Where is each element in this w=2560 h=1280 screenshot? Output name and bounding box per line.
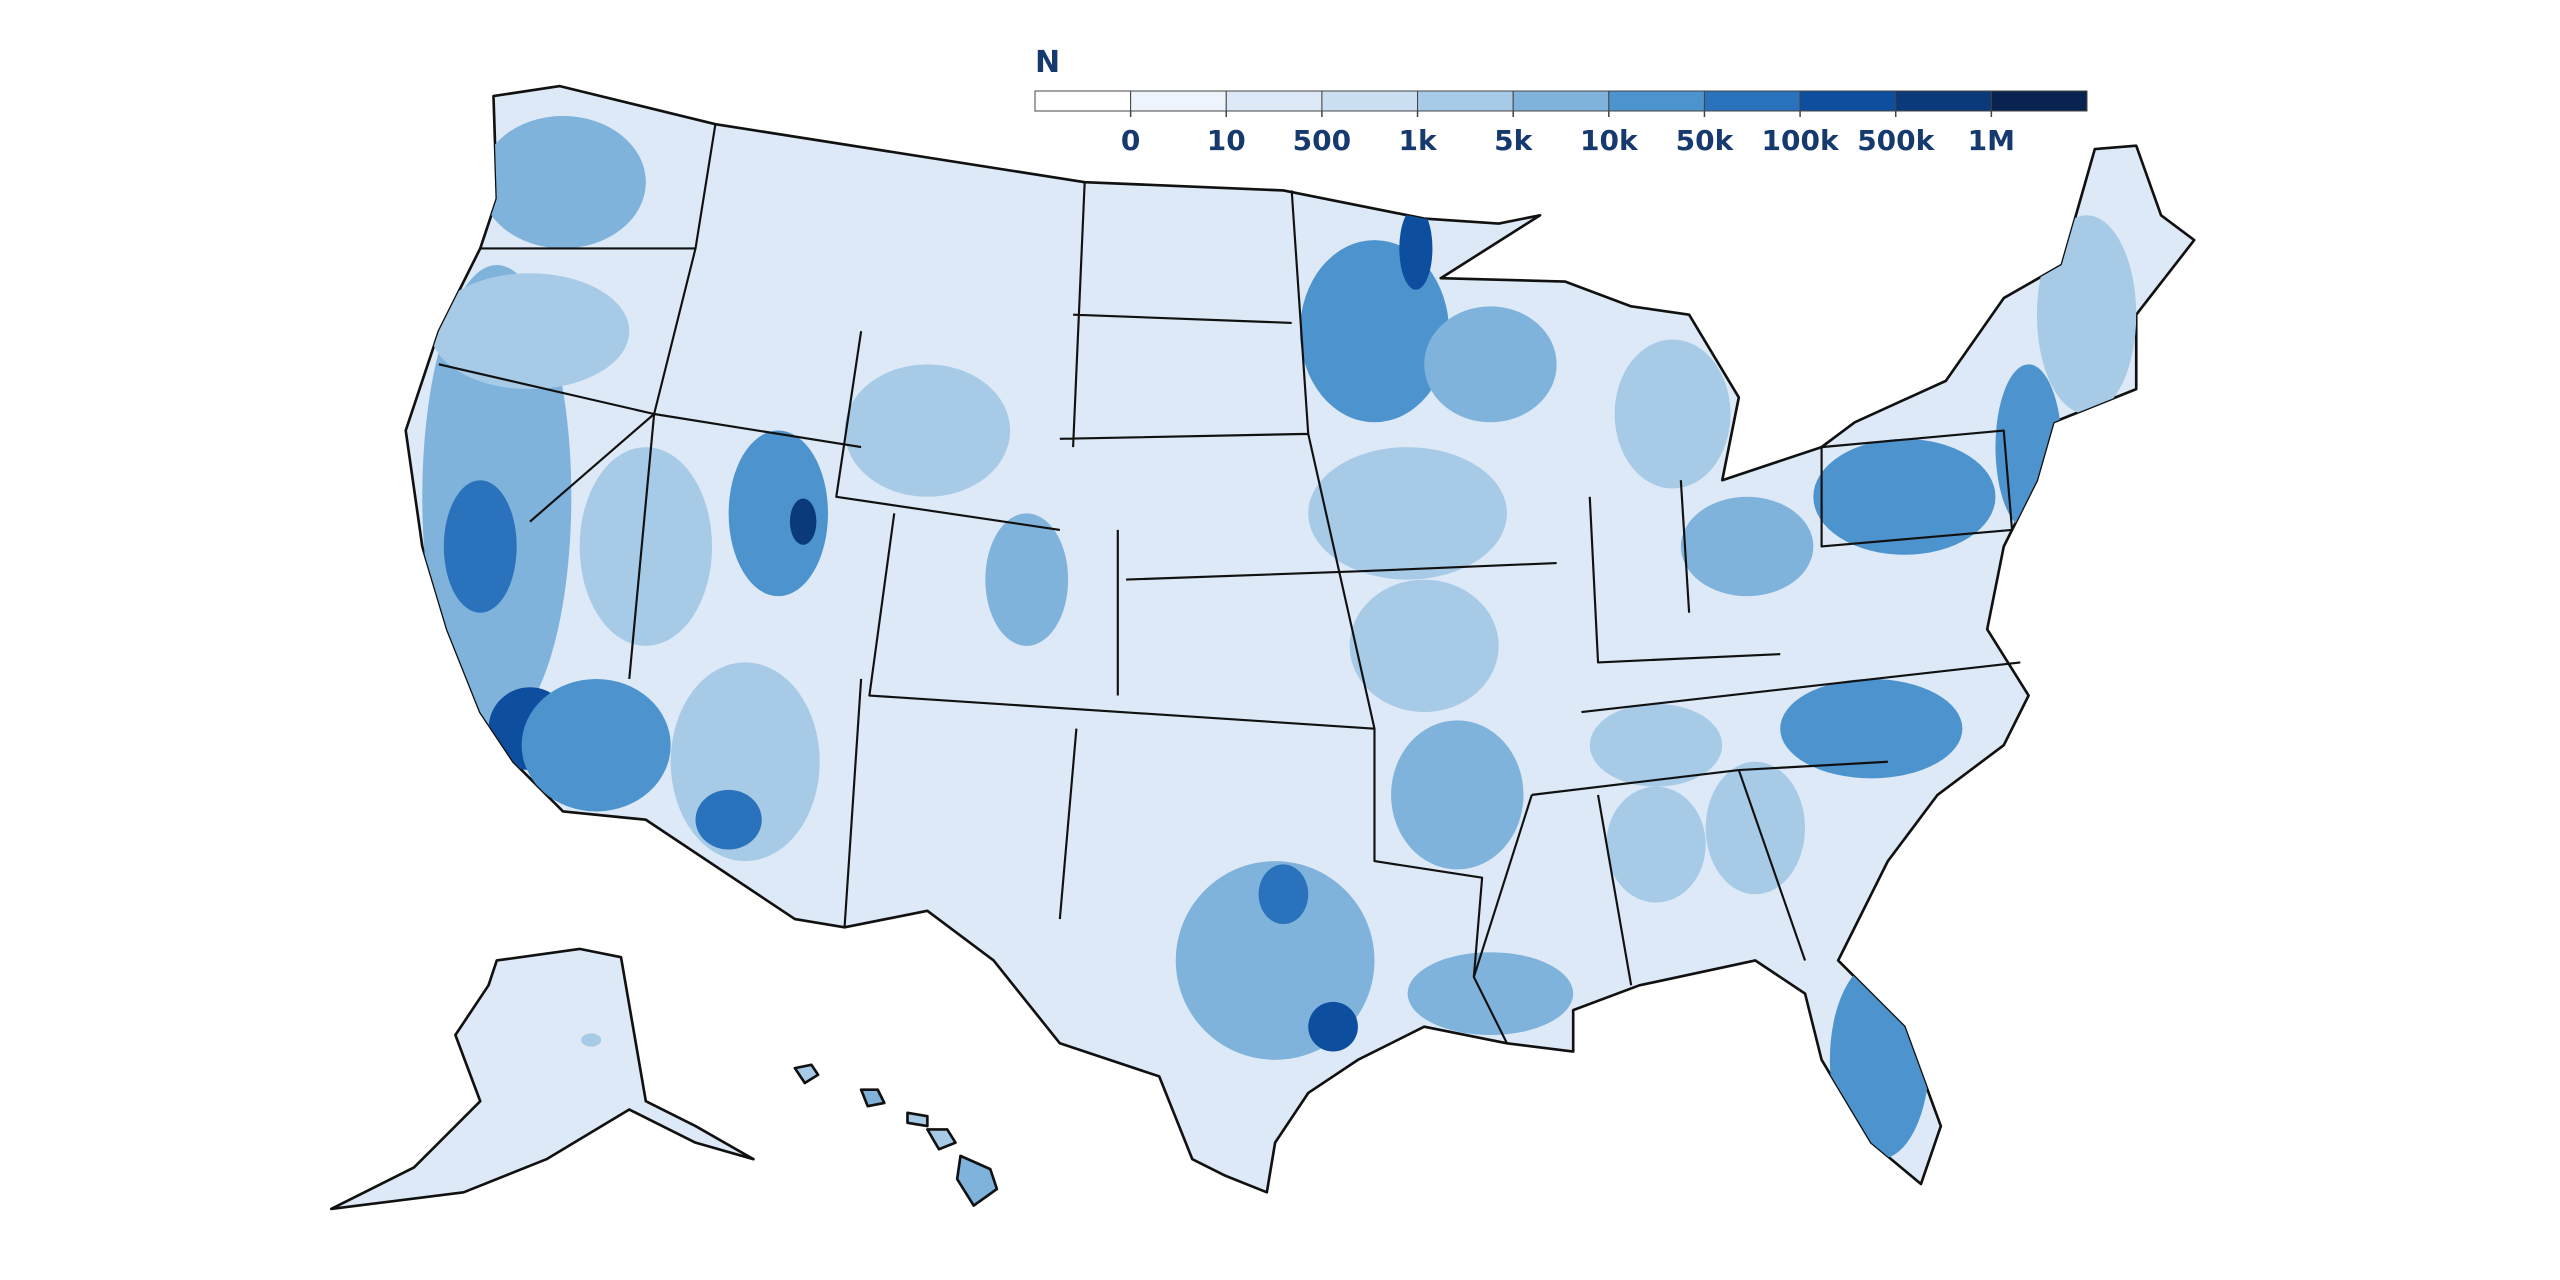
legend-tick-label: 500k bbox=[1857, 124, 1935, 157]
legend-tick-label: 100k bbox=[1762, 124, 1840, 157]
state-borders bbox=[438, 124, 2021, 1044]
shade-patch bbox=[1308, 447, 1507, 580]
shade-patch bbox=[443, 480, 517, 613]
alaska bbox=[329, 947, 755, 1211]
legend-swatch bbox=[1321, 90, 1419, 112]
hawaii bbox=[793, 1063, 999, 1207]
shade-patch bbox=[1680, 496, 1814, 597]
legend-tick-label: 5k bbox=[1494, 124, 1533, 157]
island bbox=[906, 1111, 929, 1128]
island bbox=[926, 1128, 957, 1151]
shade-patch bbox=[1606, 786, 1706, 903]
shade-patch bbox=[1705, 761, 1806, 895]
shade-patch bbox=[430, 273, 630, 390]
map-body bbox=[329, 84, 2196, 1211]
county-shading bbox=[422, 115, 2137, 1160]
legend-tick-label: 0 bbox=[1121, 124, 1140, 157]
legend-tick-label: 500 bbox=[1293, 124, 1351, 157]
legend-swatch bbox=[1895, 90, 1992, 112]
legend-tick-label: 50k bbox=[1676, 124, 1735, 157]
shade-patch bbox=[1308, 1001, 1358, 1052]
legend-swatch bbox=[1703, 90, 1801, 112]
shade-patch bbox=[480, 115, 646, 249]
shade-patch bbox=[1407, 952, 1574, 1035]
shade-patch bbox=[985, 513, 1069, 646]
shade-patch bbox=[728, 430, 828, 597]
shade-patch bbox=[844, 364, 1011, 497]
shade-patch bbox=[1424, 306, 1557, 423]
legend: N 0 10 500 1k 5k 10k 50k 100k 500k 1M bbox=[1034, 45, 2088, 157]
shade-patch bbox=[1614, 339, 1731, 489]
legend-swatch bbox=[1990, 90, 2088, 112]
shade-patch bbox=[521, 678, 671, 812]
shade-patch bbox=[1813, 438, 1996, 555]
shade-patch bbox=[1399, 207, 1433, 290]
shade-patch bbox=[1589, 703, 1723, 787]
legend-swatch bbox=[1130, 90, 1227, 112]
legend-tick-label: 1M bbox=[1968, 124, 2015, 157]
shade-patch bbox=[1780, 678, 1963, 779]
island bbox=[955, 1154, 999, 1207]
island bbox=[859, 1088, 886, 1108]
shade-patch bbox=[695, 789, 762, 850]
legend-title: N bbox=[1035, 45, 1060, 80]
legend-tick-label: 1k bbox=[1398, 124, 1437, 157]
legend-tick-label: 10 bbox=[1207, 124, 1246, 157]
shade-patch bbox=[1349, 579, 1499, 713]
legend-swatch bbox=[1512, 90, 1610, 112]
legend-swatch bbox=[1034, 90, 1132, 112]
legend-swatch bbox=[1225, 90, 1323, 112]
shade-patch bbox=[579, 447, 713, 646]
shade-patch bbox=[1829, 960, 1930, 1160]
shade-patch bbox=[1391, 720, 1524, 870]
shade-patch bbox=[2036, 215, 2137, 414]
shade-patch bbox=[789, 498, 817, 545]
legend-tick-label: 10k bbox=[1580, 124, 1639, 157]
alaska-shade bbox=[581, 1033, 602, 1047]
legend-swatch bbox=[1799, 90, 1897, 112]
island bbox=[793, 1063, 820, 1085]
legend-swatch bbox=[1608, 90, 1705, 112]
shade-patch bbox=[1258, 864, 1309, 925]
legend-swatch bbox=[1417, 90, 1514, 112]
